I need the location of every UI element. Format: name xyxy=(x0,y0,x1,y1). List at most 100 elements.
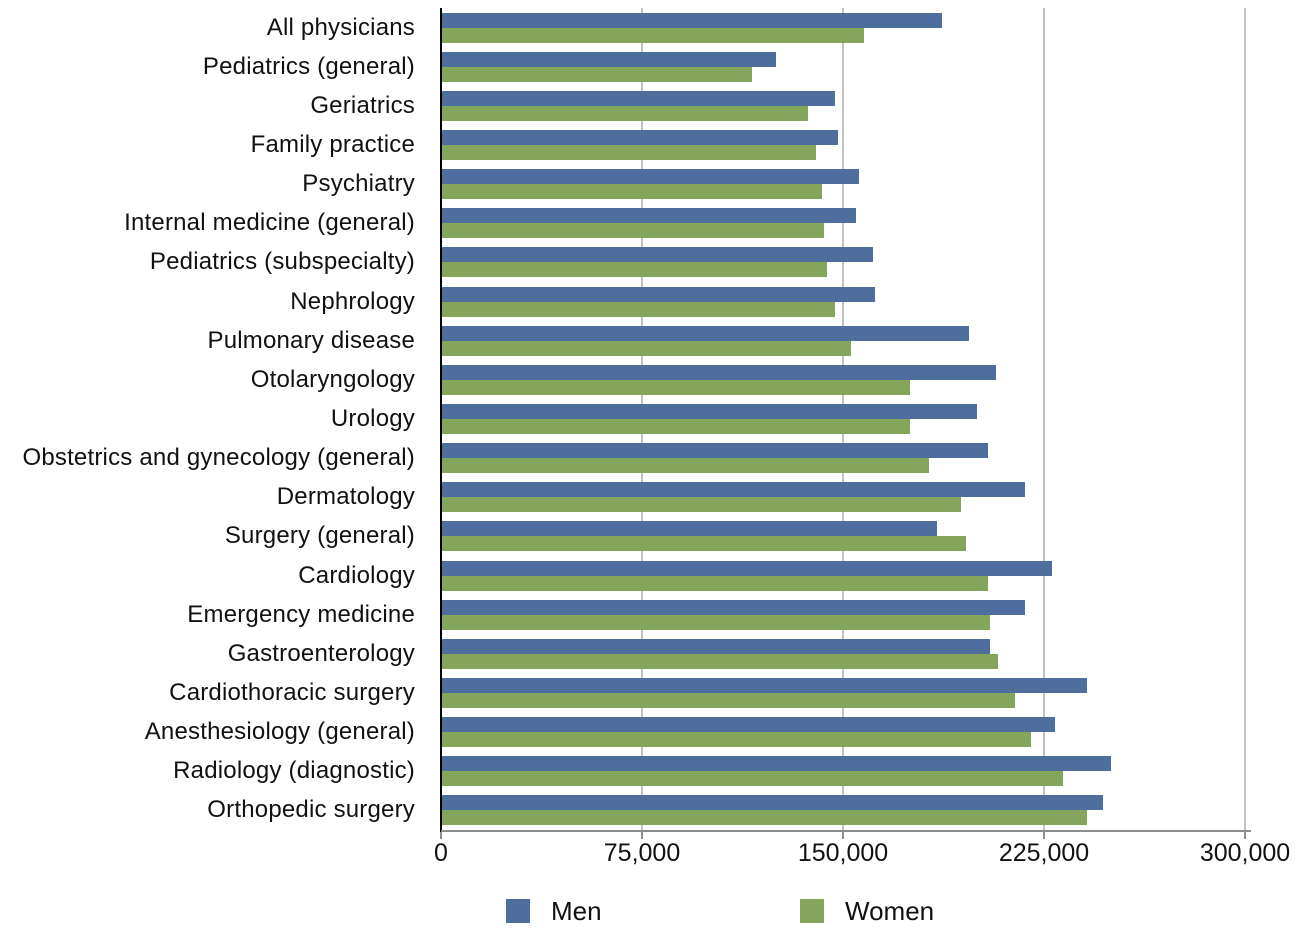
category-label: Pediatrics (general) xyxy=(202,52,415,80)
bar-group xyxy=(441,399,1295,438)
bar-group xyxy=(441,243,1295,282)
category-label: Internal medicine (general) xyxy=(124,209,415,237)
category-label: Geriatrics xyxy=(310,91,415,119)
chart-row: Family practice xyxy=(0,125,1295,164)
men-color-swatch xyxy=(506,899,530,923)
bar-women xyxy=(441,614,991,630)
chart-row: Obstetrics and gynecology (general) xyxy=(0,439,1295,478)
x-tick-75000 xyxy=(641,832,643,839)
legend-item-women: Women xyxy=(800,894,934,928)
bar-women xyxy=(441,810,1087,826)
bar-men xyxy=(441,364,996,380)
chart-row: Pediatrics (general) xyxy=(0,47,1295,86)
category-label: Pediatrics (subspecialty) xyxy=(149,248,415,276)
bar-men xyxy=(441,12,943,28)
bar-women xyxy=(441,732,1031,748)
bar-group xyxy=(441,673,1295,712)
category-label: All physicians xyxy=(266,13,415,41)
chart-row: Cardiothoracic surgery xyxy=(0,673,1295,712)
x-axis-line xyxy=(441,830,1251,832)
bar-group xyxy=(441,321,1295,360)
bar-group xyxy=(441,478,1295,517)
chart-row: Emergency medicine xyxy=(0,595,1295,634)
bar-women xyxy=(441,262,827,278)
category-label: Urology xyxy=(330,404,415,432)
chart-row: Geriatrics xyxy=(0,86,1295,125)
category-label: Psychiatry xyxy=(302,170,415,198)
bar-group xyxy=(441,556,1295,595)
bar-women xyxy=(441,653,999,669)
category-label: Cardiology xyxy=(298,561,415,589)
bar-group xyxy=(441,47,1295,86)
chart-row: Urology xyxy=(0,399,1295,438)
legend-label-women: Women xyxy=(845,895,935,926)
chart-row: Radiology (diagnostic) xyxy=(0,752,1295,791)
chart-row: Surgery (general) xyxy=(0,517,1295,556)
chart-row: Pediatrics (subspecialty) xyxy=(0,243,1295,282)
bar-women xyxy=(441,223,825,239)
bar-men xyxy=(441,482,1026,498)
bar-group xyxy=(441,713,1295,752)
bar-women xyxy=(441,418,910,434)
bar-women xyxy=(441,66,752,82)
category-label: Orthopedic surgery xyxy=(207,796,415,824)
chart-row: Pulmonary disease xyxy=(0,321,1295,360)
bar-women xyxy=(441,379,910,395)
bar-women xyxy=(441,144,817,160)
bar-men xyxy=(441,129,838,145)
chart-row: Psychiatry xyxy=(0,165,1295,204)
bar-men xyxy=(441,599,1026,615)
bar-women xyxy=(441,105,809,121)
bar-men xyxy=(441,325,969,341)
category-label: Radiology (diagnostic) xyxy=(173,757,415,785)
bar-group xyxy=(441,165,1295,204)
legend: Men Women xyxy=(0,894,1295,928)
bar-women xyxy=(441,771,1063,787)
bar-men xyxy=(441,286,876,302)
bar-men xyxy=(441,208,857,224)
chart-row: Internal medicine (general) xyxy=(0,204,1295,243)
category-label: Pulmonary disease xyxy=(207,326,415,354)
bar-men xyxy=(441,443,988,459)
category-label: Emergency medicine xyxy=(187,600,415,628)
legend-label-men: Men xyxy=(551,895,602,926)
x-tick-300000 xyxy=(1244,832,1246,839)
category-label: Gastroenterology xyxy=(227,639,415,667)
bar-women xyxy=(441,340,851,356)
chart-row: Gastroenterology xyxy=(0,634,1295,673)
bar-group xyxy=(441,595,1295,634)
chart-row: Anesthesiology (general) xyxy=(0,713,1295,752)
bar-group xyxy=(441,634,1295,673)
women-color-swatch xyxy=(800,899,824,923)
bar-group xyxy=(441,752,1295,791)
bar-women xyxy=(441,458,929,474)
bar-men xyxy=(441,717,1055,733)
bar-group xyxy=(441,791,1295,830)
x-tick-label: 300,000 xyxy=(1199,839,1291,867)
bar-men xyxy=(441,169,860,185)
chart-row: Cardiology xyxy=(0,556,1295,595)
bar-men xyxy=(441,90,835,106)
bar-men xyxy=(441,795,1103,811)
x-tick-150000 xyxy=(842,832,844,839)
bar-men xyxy=(441,677,1087,693)
category-label: Obstetrics and gynecology (general) xyxy=(22,444,415,472)
category-label: Surgery (general) xyxy=(224,522,415,550)
bar-men xyxy=(441,638,991,654)
y-axis-line xyxy=(440,8,442,832)
bar-women xyxy=(441,575,988,591)
x-tick-label: 75,000 xyxy=(603,839,681,867)
category-label: Family practice xyxy=(250,130,415,158)
bar-group xyxy=(441,360,1295,399)
bar-group xyxy=(441,204,1295,243)
chart-row: Dermatology xyxy=(0,478,1295,517)
category-label: Nephrology xyxy=(290,287,415,315)
chart-row: All physicians xyxy=(0,8,1295,47)
x-tick-label: 0 xyxy=(434,839,448,867)
chart-row: Nephrology xyxy=(0,282,1295,321)
bar-group xyxy=(441,439,1295,478)
chart-row: Orthopedic surgery xyxy=(0,791,1295,830)
bar-group xyxy=(441,125,1295,164)
x-tick-0 xyxy=(440,832,442,839)
